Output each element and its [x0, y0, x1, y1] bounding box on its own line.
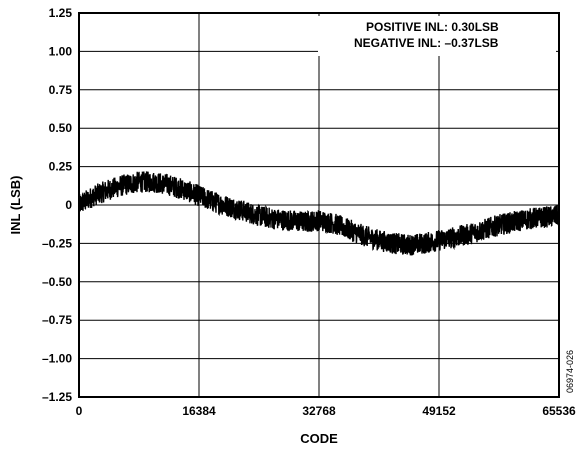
y-tick-label: –1.00 [42, 352, 72, 366]
y-tick-label: –0.75 [42, 313, 72, 327]
y-tick-label: 0.75 [49, 83, 73, 97]
x-tick-label: 65536 [542, 404, 576, 418]
y-tick-label: –0.50 [42, 275, 72, 289]
y-tick-label: –1.25 [42, 390, 72, 404]
y-tick-label: 1.00 [49, 44, 73, 58]
x-tick-label: 32768 [302, 404, 336, 418]
annotation-positive-inl: POSITIVE INL: 0.30LSB [366, 20, 499, 34]
y-tick-label: 0.50 [49, 121, 73, 135]
y-tick-label: –0.25 [42, 236, 72, 250]
y-axis-title: INL (LSB) [8, 176, 23, 235]
x-tick-label: 49152 [422, 404, 456, 418]
x-tick-label: 16384 [182, 404, 216, 418]
x-axis-title: CODE [300, 431, 338, 446]
y-tick-label: 0 [65, 198, 72, 212]
y-tick-label: 1.25 [49, 6, 73, 20]
y-tick-label: 0.25 [49, 160, 73, 174]
annotation-negative-inl: NEGATIVE INL: –0.37LSB [354, 36, 499, 50]
figure-code-label: 06974-026 [565, 350, 575, 393]
x-tick-label: 0 [76, 404, 83, 418]
